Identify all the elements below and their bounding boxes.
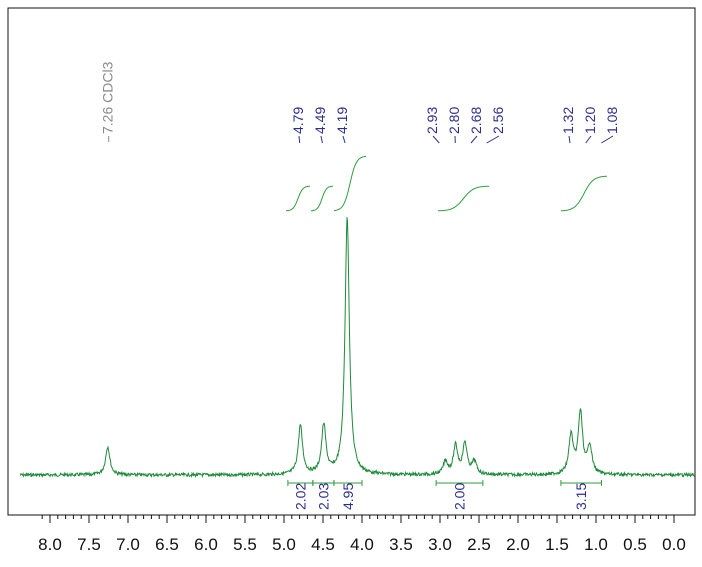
peak-label-4-79: 4.79	[290, 107, 306, 134]
peak-label-connector	[342, 135, 346, 144]
peak-label-1-32: 1.32	[560, 107, 576, 134]
peak-label-connector	[432, 135, 440, 144]
integral-curves	[286, 155, 608, 212]
peak-label-1-08: 1.08	[604, 107, 620, 134]
x-tick-label-5-0: 5.0	[272, 535, 296, 554]
peak-label-connector	[568, 135, 571, 144]
integral-value-1: 2.02	[292, 483, 308, 510]
integral-curve-2	[311, 185, 333, 212]
x-tick-label-2-0: 2.0	[506, 535, 530, 554]
peak-label-1-20: 1.20	[582, 107, 598, 134]
x-tick-label-3-5: 3.5	[389, 535, 413, 554]
peak-label-2-56: 2.56	[490, 107, 506, 134]
x-tick-label-8-0: 8.0	[38, 535, 62, 554]
x-axis-tick-labels: 8.0 7.5 7.0 6.5 6.0 5.5 5.0 4.5 4.0 3.5 3.0 2.5 2.0 1…	[38, 535, 686, 554]
peak-label-4-49: 4.49	[312, 107, 328, 134]
integral-value-2: 2.03	[315, 483, 331, 510]
integral-curve-4	[438, 185, 489, 212]
integral-value-5: 3.15	[573, 483, 589, 510]
spectrum-line	[19, 217, 696, 479]
peak-label-connector	[470, 135, 478, 144]
peak-label-2-80: 2.80	[446, 107, 462, 134]
x-tick-label-4-0: 4.0	[350, 535, 374, 554]
integral-curve-3	[333, 155, 367, 212]
peak-label-2-93: 2.93	[424, 107, 440, 134]
x-tick-label-4-5: 4.5	[311, 535, 335, 554]
peak-label-connector	[486, 135, 500, 144]
solvent-peak-label: 7.26 CDCl3	[100, 61, 116, 134]
x-tick-label-6-5: 6.5	[155, 535, 179, 554]
x-tick-label-0-5: 0.5	[623, 535, 647, 554]
integral-brackets: 2.02 2.03 4.95 2.00 3.15	[287, 480, 602, 510]
peak-label-connector	[585, 135, 592, 144]
x-tick-label-7-0: 7.0	[116, 535, 140, 554]
x-tick-label-1-5: 1.5	[545, 535, 569, 554]
x-tick-label-1-0: 1.0	[584, 535, 608, 554]
x-tick-label-6-0: 6.0	[194, 535, 218, 554]
x-axis-ticks	[41, 515, 675, 523]
x-tick-label-0-0: 0.0	[662, 535, 686, 554]
x-tick-label-3-0: 3.0	[428, 535, 452, 554]
peak-label-connector	[298, 135, 301, 144]
peak-label-4-19: 4.19	[334, 107, 350, 134]
peak-label-connector	[601, 135, 614, 144]
peak-label-2-68: 2.68	[468, 107, 484, 134]
x-tick-label-5-5: 5.5	[233, 535, 257, 554]
integral-value-4: 2.00	[452, 483, 468, 510]
x-tick-label-7-5: 7.5	[77, 535, 101, 554]
x-tick-label-2-5: 2.5	[467, 535, 491, 554]
peak-labels: 7.26 CDCl3 4.79 4.49 4.19 2.93 2.80 2.68 2.56 1.…	[100, 61, 620, 144]
integral-curve-5	[560, 175, 608, 212]
integral-value-3: 4.95	[340, 483, 356, 510]
peak-label-connector	[320, 135, 323, 144]
integral-curve-1	[286, 185, 310, 212]
